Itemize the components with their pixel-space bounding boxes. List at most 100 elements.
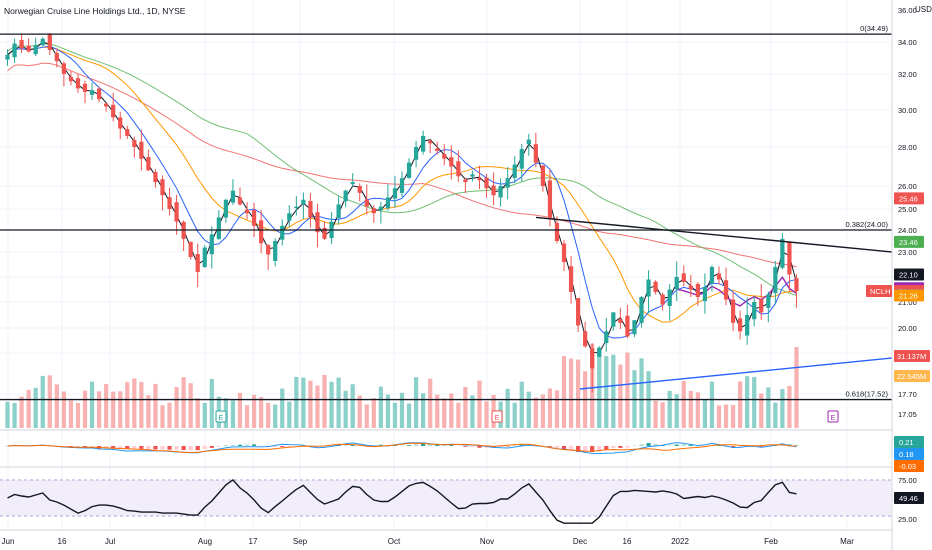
macd-histogram-bar bbox=[674, 444, 679, 446]
time-axis[interactable]: Jun 16 Jul Aug 17 Sep Oct Nov Dec 16 2022 Feb Mar bbox=[2, 537, 855, 546]
price-badge-label: 25.46 bbox=[899, 194, 918, 203]
candle-body bbox=[463, 179, 468, 183]
macd-histogram-bar bbox=[547, 446, 553, 447]
volume-bar bbox=[519, 381, 524, 428]
candle-body bbox=[244, 209, 250, 214]
price-tick-label: 32.00 bbox=[898, 70, 917, 79]
candle-body bbox=[406, 162, 412, 179]
volume-bar bbox=[723, 404, 729, 428]
volume-bar bbox=[111, 391, 116, 428]
candle-body bbox=[125, 129, 130, 136]
candle-body bbox=[575, 298, 581, 326]
candle-body bbox=[118, 117, 123, 129]
macd-signal-line bbox=[7, 442, 797, 453]
volume-bar bbox=[118, 391, 123, 428]
support-trendline bbox=[579, 357, 893, 390]
volume-bar bbox=[413, 377, 419, 428]
rsi-value-label: 49.46 bbox=[899, 494, 918, 503]
candle-body bbox=[350, 182, 355, 185]
rsi-value-badge bbox=[894, 492, 924, 504]
volume-bar bbox=[674, 394, 679, 428]
time-tick-label: Oct bbox=[388, 537, 401, 546]
macd-histogram-bar bbox=[477, 446, 482, 448]
volume-bars bbox=[5, 343, 799, 428]
macd-histogram-bar bbox=[280, 446, 285, 447]
candle-body bbox=[82, 83, 88, 92]
volume-bar bbox=[230, 400, 236, 428]
candle-body bbox=[5, 54, 10, 60]
volume-bar bbox=[533, 397, 538, 428]
volume-bar bbox=[484, 401, 489, 428]
candle-body bbox=[794, 278, 799, 291]
volume-badge bbox=[894, 370, 930, 382]
volume-bar bbox=[575, 359, 581, 428]
macd-histogram-bar bbox=[216, 446, 221, 447]
macd-histogram-bar bbox=[273, 446, 278, 447]
price-tick-label: 25.00 bbox=[898, 205, 917, 214]
macd-histogram-bar bbox=[181, 446, 186, 450]
macd-histogram-bar bbox=[646, 443, 651, 446]
volume-bar bbox=[695, 392, 700, 428]
macd-histogram-bar bbox=[209, 446, 214, 448]
price-tick-label: 28.00 bbox=[898, 143, 917, 152]
price-axis[interactable]: 17.0517.7018.5020.0021.0022.0023.0024.00… bbox=[866, 6, 930, 524]
candle-body bbox=[674, 277, 679, 290]
macd-pane bbox=[5, 442, 799, 455]
volume-bar bbox=[780, 389, 785, 428]
macd-histogram-bar bbox=[378, 444, 383, 446]
candle-body bbox=[371, 208, 376, 214]
candle-body bbox=[730, 299, 736, 323]
candle-body bbox=[47, 34, 52, 50]
candle-body bbox=[625, 315, 630, 337]
volume-bar bbox=[759, 393, 764, 428]
symbol-tag-label: NCLH bbox=[870, 287, 890, 296]
macd-histogram-bar bbox=[730, 446, 736, 448]
volume-bar bbox=[160, 405, 165, 428]
macd-badge-label: 0.21 bbox=[899, 438, 914, 447]
rsi-pane bbox=[0, 478, 892, 524]
volume-bar bbox=[244, 405, 250, 428]
volume-bar bbox=[428, 378, 433, 428]
candle-body bbox=[780, 238, 785, 268]
volume-bar bbox=[681, 380, 686, 428]
candle-body bbox=[681, 273, 686, 282]
candle-body bbox=[554, 223, 560, 241]
volume-bar bbox=[526, 391, 531, 428]
candle-body bbox=[421, 135, 426, 152]
candle-body bbox=[442, 154, 447, 159]
currency-label[interactable]: USD bbox=[915, 5, 932, 14]
macd-badge bbox=[894, 460, 924, 472]
price-tick-label: 21.00 bbox=[898, 298, 917, 307]
volume-bar bbox=[625, 352, 630, 428]
macd-histogram-bar bbox=[195, 446, 200, 451]
volume-bar bbox=[512, 402, 517, 428]
candle-body bbox=[230, 190, 236, 203]
price-tick-label: 34.00 bbox=[898, 38, 917, 47]
macd-histogram-bar bbox=[111, 446, 116, 449]
macd-histogram-bar bbox=[139, 446, 144, 449]
macd-badge bbox=[894, 436, 924, 448]
candle-body bbox=[26, 45, 31, 52]
symbol-tag bbox=[866, 285, 892, 297]
candle-body bbox=[195, 254, 200, 272]
volume-bar bbox=[47, 375, 52, 428]
macd-histogram-bar bbox=[392, 445, 398, 446]
macd-histogram-bar bbox=[237, 444, 243, 446]
macd-histogram-bar bbox=[561, 446, 567, 450]
macd-histogram-bar bbox=[554, 446, 560, 448]
candle-body bbox=[597, 348, 602, 357]
volume-bar bbox=[280, 388, 285, 428]
volume-bar bbox=[766, 387, 771, 428]
candle-body bbox=[738, 318, 743, 332]
volume-bar bbox=[146, 395, 151, 428]
price-badge bbox=[894, 289, 924, 302]
price-tick-label: 20.00 bbox=[898, 324, 917, 333]
macd-histogram-bar bbox=[681, 444, 686, 446]
volume-bar bbox=[273, 404, 278, 428]
volume-bar bbox=[773, 402, 778, 428]
candle-body bbox=[19, 39, 24, 49]
candle-body bbox=[512, 164, 517, 178]
volume-bar bbox=[174, 386, 179, 428]
sma-100-line bbox=[7, 43, 797, 296]
